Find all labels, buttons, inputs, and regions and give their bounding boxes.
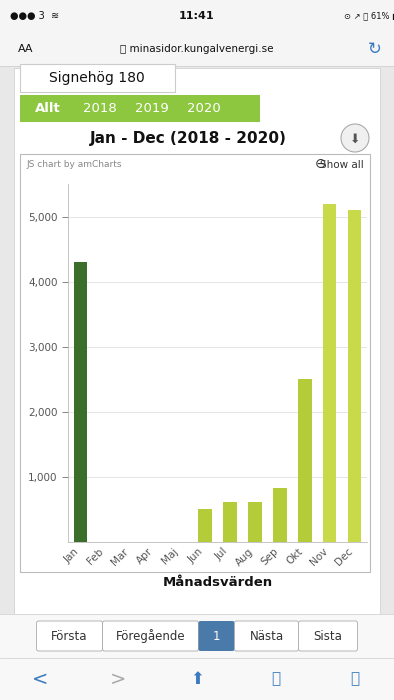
FancyBboxPatch shape: [37, 621, 102, 651]
Text: Allt: Allt: [35, 102, 61, 116]
FancyBboxPatch shape: [199, 621, 234, 651]
Bar: [223, 502, 237, 542]
Text: Nästa: Nästa: [249, 629, 284, 643]
Text: 2019: 2019: [135, 102, 169, 116]
FancyBboxPatch shape: [0, 658, 394, 700]
Circle shape: [341, 124, 369, 152]
Text: AA: AA: [18, 44, 33, 54]
Bar: [248, 502, 262, 542]
Text: 2018: 2018: [83, 102, 117, 116]
Text: Jan - Dec (2018 - 2020): Jan - Dec (2018 - 2020): [89, 130, 286, 146]
FancyBboxPatch shape: [0, 31, 394, 66]
Text: 📖: 📖: [271, 671, 281, 687]
Bar: [198, 510, 212, 542]
Text: ↻: ↻: [368, 40, 382, 58]
Text: Föregående: Föregående: [116, 629, 185, 643]
Text: Sista: Sista: [314, 629, 342, 643]
Bar: [323, 204, 336, 542]
FancyBboxPatch shape: [20, 95, 260, 122]
Text: ●●● 3  ≋: ●●● 3 ≋: [10, 11, 59, 21]
Text: 11:41: 11:41: [179, 11, 215, 21]
Text: Signehög 180: Signehög 180: [49, 71, 145, 85]
FancyBboxPatch shape: [299, 621, 357, 651]
Text: 1: 1: [213, 629, 220, 643]
FancyBboxPatch shape: [20, 64, 175, 92]
Text: Första: Första: [51, 629, 88, 643]
Text: ⊙ ↗ 🔔 61% ▮: ⊙ ↗ 🔔 61% ▮: [344, 11, 394, 20]
Text: <: <: [32, 669, 48, 689]
FancyBboxPatch shape: [102, 621, 199, 651]
Text: ⧉: ⧉: [350, 671, 360, 687]
Bar: [298, 379, 312, 542]
FancyBboxPatch shape: [234, 621, 299, 651]
Bar: [273, 488, 287, 542]
Text: ⊖: ⊖: [315, 157, 327, 171]
Text: ⬇: ⬇: [350, 132, 360, 146]
Text: 🔒 minasidor.kungalvenergi.se: 🔒 minasidor.kungalvenergi.se: [120, 44, 274, 54]
Text: JS chart by amCharts: JS chart by amCharts: [26, 160, 121, 169]
Bar: [348, 210, 361, 542]
Text: 2020: 2020: [187, 102, 221, 116]
Bar: [74, 262, 87, 542]
Text: Show all: Show all: [320, 160, 364, 170]
FancyBboxPatch shape: [0, 0, 394, 31]
FancyBboxPatch shape: [14, 68, 380, 618]
FancyBboxPatch shape: [0, 614, 394, 658]
FancyBboxPatch shape: [20, 154, 370, 572]
Text: >: >: [110, 669, 126, 689]
Text: ⬆: ⬆: [190, 670, 204, 688]
X-axis label: Månadsvärden: Månadsvärden: [162, 576, 273, 589]
